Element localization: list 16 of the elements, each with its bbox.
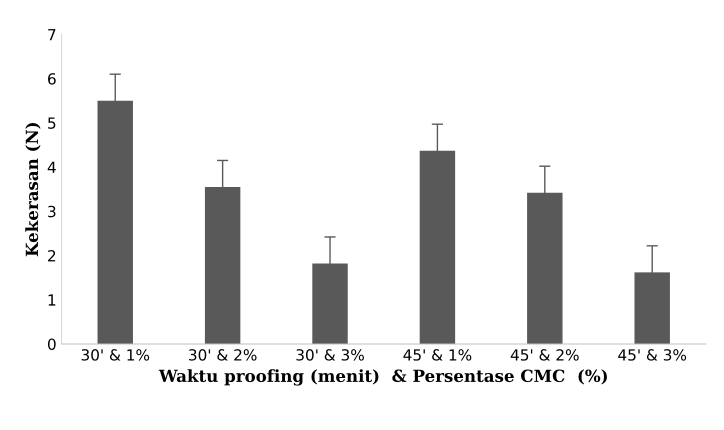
y-tick-label: 4: [48, 162, 56, 173]
y-tick-label: 2: [48, 250, 56, 262]
x-tick-label: 45' & 3%: [618, 349, 686, 361]
x-tick-label: 30' & 2%: [189, 349, 257, 361]
y-tick-label: 5: [48, 118, 56, 129]
y-axis-title: Kekerasan (N): [25, 123, 41, 256]
x-tick-label: 30' & 3%: [296, 349, 364, 361]
x-tick-label: 45' & 2%: [510, 349, 579, 361]
x-tick-label: 45' & 1%: [403, 349, 472, 361]
y-tick-label: 7: [48, 29, 56, 40]
y-tick-label: 6: [48, 73, 56, 85]
y-tick-label: 0: [48, 338, 56, 350]
x-axis-title: Waktu proofing (menit) & Persentase CMC (%): [158, 369, 607, 386]
y-tick-label: 3: [48, 206, 56, 218]
x-tick-label: 30' & 1%: [82, 349, 150, 361]
y-tick-label: 1: [48, 294, 56, 306]
